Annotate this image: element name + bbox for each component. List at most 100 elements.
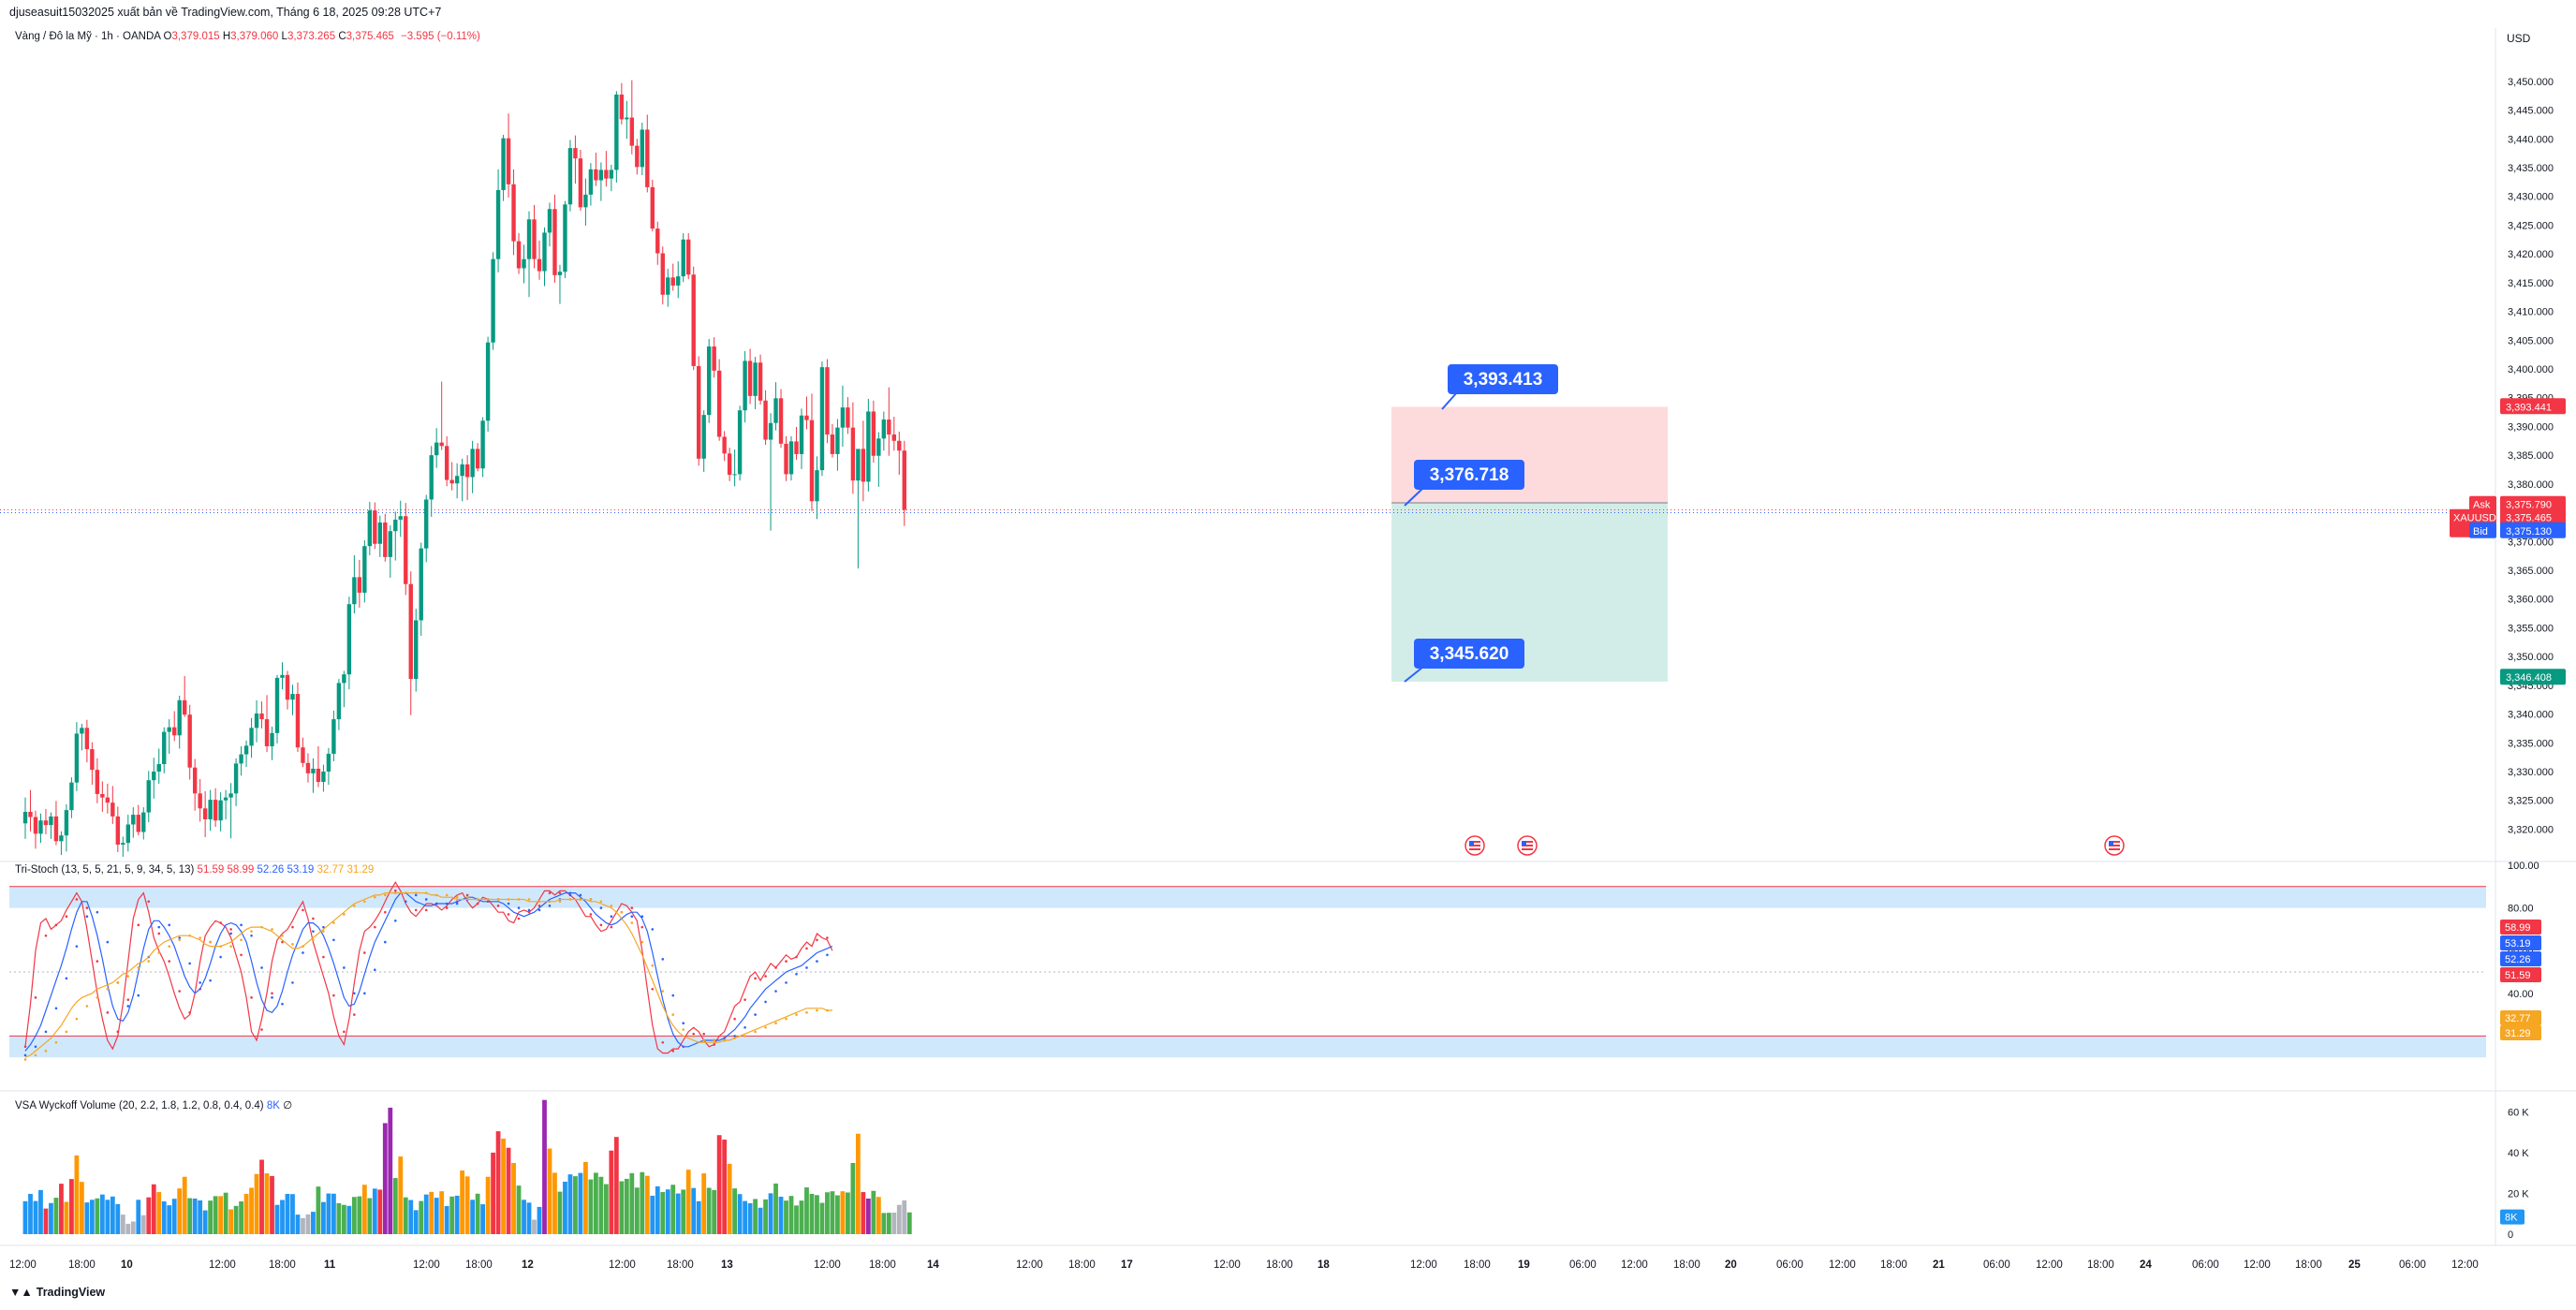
- candle-body: [753, 362, 758, 396]
- candle: [121, 836, 125, 857]
- symbol-name[interactable]: Vàng / Đô la Mỹ · 1h · OANDA: [15, 31, 161, 42]
- stoch-dot: [445, 893, 449, 897]
- stoch-dot: [537, 908, 541, 912]
- flag-canton: [2109, 841, 2113, 846]
- price-callouts[interactable]: 3,393.413 3,376.718 3,345.620: [1404, 364, 1558, 683]
- stoch-tag-text: 32.77: [2505, 1013, 2531, 1024]
- stoch-dot: [363, 992, 366, 995]
- stoch-dot: [713, 1043, 715, 1046]
- stoch-dot: [671, 1050, 675, 1052]
- candle-body: [125, 824, 130, 844]
- candle: [301, 737, 305, 768]
- stoch-dot: [651, 928, 655, 931]
- stoch-dot: [692, 1035, 695, 1038]
- candle-body: [716, 370, 722, 437]
- candle: [218, 792, 223, 832]
- candle: [475, 443, 480, 472]
- candle: [712, 337, 716, 378]
- price-tick-label: 3,425.000: [2508, 220, 2554, 231]
- stoch-dot: [404, 900, 407, 904]
- stoch-dot: [343, 913, 346, 916]
- callout-pointer: [1441, 391, 1458, 410]
- volume-bar: [115, 1203, 121, 1234]
- stoch-dot: [116, 1030, 120, 1034]
- price-label-value: 3,375.130: [2506, 526, 2552, 537]
- candle: [243, 740, 249, 768]
- time-tick-label: 17: [1121, 1259, 1133, 1271]
- volume-bar: [316, 1186, 321, 1234]
- stoch-name[interactable]: Tri-Stoch (13, 5, 5, 21, 5, 9, 34, 5, 13…: [15, 864, 195, 876]
- stoch-dot: [651, 987, 655, 991]
- stoch-dot: [353, 905, 356, 907]
- price-tick-label: 3,430.000: [2508, 192, 2554, 203]
- volume-bar: [336, 1202, 342, 1234]
- candle: [614, 91, 619, 183]
- candle: [737, 405, 743, 481]
- candle-body: [172, 727, 177, 736]
- candle: [625, 100, 629, 140]
- callout-box: [1448, 364, 1558, 394]
- candle-body: [342, 674, 346, 684]
- candle-body: [243, 745, 249, 755]
- candle-body: [285, 674, 290, 700]
- price-axis[interactable]: 3,320.000 3,325.000 3,330.000 3,335.000 3,34…: [2450, 77, 2566, 1241]
- stoch-value-5: 32.77: [316, 864, 345, 876]
- stoch-value-1: 51.59: [197, 864, 225, 876]
- price-tick-label: 3,360.000: [2508, 595, 2554, 606]
- stoch-dot: [671, 1013, 675, 1016]
- volume-bar: [208, 1200, 213, 1234]
- stoch-legend[interactable]: Tri-Stoch (13, 5, 5, 21, 5, 9, 34, 5, 13…: [15, 864, 374, 876]
- stoch-line: [24, 892, 833, 1052]
- candle: [747, 348, 753, 405]
- volume-bar: [532, 1219, 537, 1234]
- volume-bar: [372, 1188, 377, 1234]
- price-tick-label: 3,410.000: [2508, 307, 2554, 318]
- price-label-box: [2500, 398, 2566, 415]
- candle: [346, 596, 352, 690]
- short-position-tool[interactable]: [0, 406, 2495, 683]
- volume-bar: [650, 1195, 655, 1234]
- currency-label[interactable]: USD: [2507, 32, 2531, 45]
- candle: [172, 711, 177, 742]
- candle-body: [480, 420, 485, 469]
- candle-body: [152, 772, 156, 781]
- candle-body: [408, 583, 413, 680]
- stoch-dot: [424, 908, 428, 912]
- price-tick-label: 3,435.000: [2508, 163, 2554, 174]
- volume-bar: [902, 1200, 907, 1234]
- volume-bar: [763, 1199, 768, 1234]
- price-tick-label: 3,440.000: [2508, 134, 2554, 145]
- event-markers[interactable]: [1465, 835, 2125, 856]
- volume-bar: [53, 1198, 59, 1234]
- stoch-dot: [302, 951, 304, 954]
- candle-body: [696, 365, 701, 459]
- volume-bar: [233, 1205, 239, 1234]
- vsa-name[interactable]: VSA Wyckoff Volume (20, 2.2, 1.8, 1.2, 0…: [15, 1100, 264, 1111]
- candle-body: [522, 258, 526, 269]
- candle: [578, 149, 583, 212]
- vsa-legend[interactable]: VSA Wyckoff Volume (20, 2.2, 1.8, 1.2, 0…: [15, 1098, 292, 1111]
- candle-body: [619, 94, 625, 120]
- tradingview-logo[interactable]: ▼▲ TradingView: [9, 1286, 105, 1299]
- volume-bar: [192, 1199, 198, 1234]
- candle-body: [743, 361, 747, 411]
- stoch-dot: [322, 930, 325, 933]
- stoch-dot: [692, 1032, 695, 1036]
- candle-body: [305, 762, 311, 773]
- open-value: 3,379.015: [171, 31, 220, 42]
- flag-stripe: [1522, 848, 1533, 850]
- volume-bar: [865, 1199, 871, 1234]
- volume-bar: [274, 1204, 280, 1234]
- symbol-ohlc-legend[interactable]: Vàng / Đô la Mỹ · 1h · OANDA O3,379.015 …: [15, 31, 480, 42]
- stoch-dot: [826, 953, 829, 957]
- time-axis[interactable]: 12:00 18:00 10 12:00 18:00 11 12:00 18:00 12 12:0…: [9, 1259, 2479, 1271]
- volume-bar: [392, 1178, 398, 1234]
- candle-body: [475, 449, 480, 469]
- candle-body: [788, 441, 794, 475]
- candle: [264, 695, 270, 753]
- stoch-dot: [188, 934, 191, 937]
- candle: [763, 390, 768, 446]
- publisher-line: djuseasuit15032025 xuất bản về TradingVi…: [9, 6, 442, 19]
- candle: [732, 449, 737, 487]
